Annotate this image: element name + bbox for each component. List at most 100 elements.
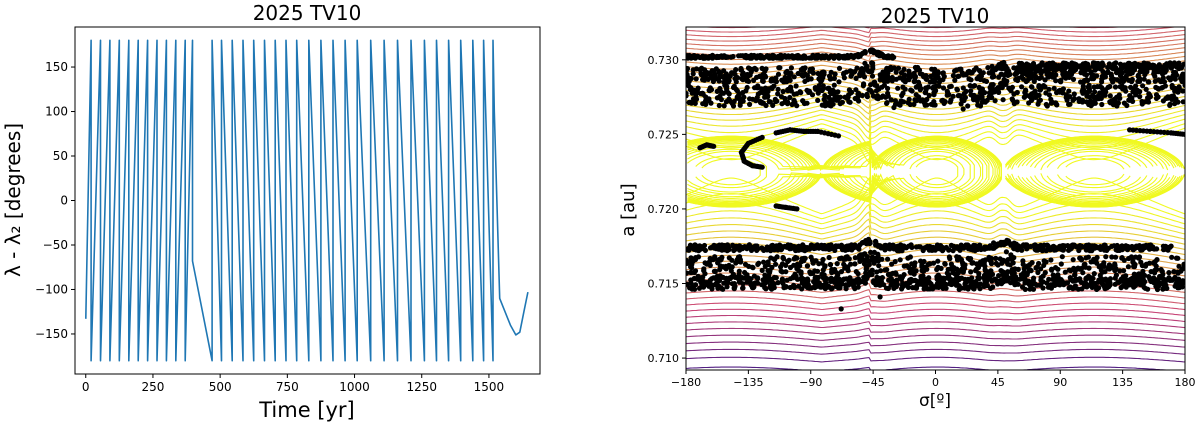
trajectory-point <box>1091 243 1097 249</box>
trajectory-point <box>1039 246 1045 252</box>
trajectory-point <box>990 71 996 77</box>
trajectory-point <box>1125 264 1131 270</box>
trajectory-point <box>1072 272 1078 278</box>
contour-line <box>686 100 1185 121</box>
trajectory-point <box>841 276 847 282</box>
trajectory-point <box>948 83 954 89</box>
x-tick-label: 1250 <box>406 380 437 394</box>
trajectory-point <box>1176 84 1182 90</box>
trajectory-point <box>1141 76 1147 82</box>
trajectory-point <box>1023 264 1030 270</box>
y-tick-label: 0.725 <box>648 128 680 141</box>
trajectory-point <box>726 96 732 102</box>
trajectory-point <box>707 255 713 262</box>
trajectory-point <box>1112 275 1118 281</box>
contour-line <box>686 314 1185 323</box>
trajectory-point <box>1003 249 1010 255</box>
trajectory-point <box>1055 272 1061 278</box>
trajectory-point <box>1067 62 1073 68</box>
trajectory-point <box>1133 254 1139 260</box>
trajectory-point <box>1176 65 1182 72</box>
contour-line <box>686 177 1185 215</box>
trajectory-point <box>1109 243 1115 249</box>
trajectory-point <box>1152 267 1158 273</box>
trajectory-point <box>940 85 947 91</box>
contour-line <box>686 356 1185 363</box>
trajectory-point <box>808 285 814 291</box>
contour-line <box>687 136 1181 207</box>
trajectory-point <box>898 275 905 281</box>
trajectory-point <box>687 285 693 291</box>
chart-left-title: 2025 TV10 <box>253 1 362 25</box>
trajectory-point <box>1084 245 1090 251</box>
contour-line <box>686 34 1185 43</box>
trajectory-point <box>1099 101 1105 108</box>
trajectory-point <box>998 81 1004 87</box>
trajectory-point <box>1169 277 1175 283</box>
trajectory-point <box>1067 243 1073 249</box>
trajectory-point <box>982 90 988 96</box>
contour-line <box>686 348 1185 355</box>
trajectory-point <box>724 284 730 290</box>
y-tick-label: 0 <box>60 194 68 208</box>
chart-left-y-label: λ - λ₂ [degrees] <box>1 123 25 277</box>
trajectory-point <box>984 97 990 103</box>
trajectory-point <box>732 76 738 82</box>
trajectory-point <box>731 281 738 287</box>
trajectory-point <box>1112 84 1119 90</box>
trajectory-point <box>1107 282 1113 288</box>
trajectory-point <box>1101 247 1108 253</box>
chart-right-x-label: σ[º] <box>919 391 951 411</box>
trajectory-point <box>1000 97 1006 103</box>
contour-line <box>686 225 1185 245</box>
trajectory-point <box>783 284 789 290</box>
trajectory-point <box>1020 276 1026 282</box>
trajectory-point <box>872 79 878 85</box>
trajectory-point <box>1175 255 1181 261</box>
trajectory-point <box>1153 263 1159 269</box>
trajectory-point <box>920 281 926 288</box>
trajectory-point <box>790 275 797 281</box>
trajectory-point <box>1162 285 1169 291</box>
trajectory-point <box>754 94 760 101</box>
trajectory-point <box>798 269 804 275</box>
trajectory-point <box>927 280 933 286</box>
trajectory-point <box>781 256 787 262</box>
trajectory-point <box>1123 281 1129 287</box>
trajectory-point <box>1159 268 1165 275</box>
contour-line <box>686 341 1185 348</box>
trajectory-point <box>1060 247 1066 253</box>
trajectory-point <box>1109 254 1115 260</box>
trajectory-point <box>987 245 993 251</box>
trajectory-point <box>775 280 781 286</box>
trajectory-point <box>1024 62 1030 68</box>
trajectory-point <box>933 283 939 289</box>
trajectory-point <box>758 100 764 106</box>
contour-line <box>686 334 1185 341</box>
trajectory-point <box>862 280 868 286</box>
contour-line <box>686 289 1185 299</box>
contour-line <box>686 109 1185 134</box>
trajectory-point <box>1060 90 1066 96</box>
trajectory-point <box>711 143 717 149</box>
trajectory-point <box>822 282 829 288</box>
trajectory-point <box>893 76 899 82</box>
trajectory-point <box>974 261 980 267</box>
trajectory-point <box>862 257 868 263</box>
contour-line <box>686 113 1185 140</box>
trajectory-point <box>1089 284 1095 290</box>
trajectory-point <box>1137 94 1143 100</box>
contour-line <box>687 136 1183 208</box>
trajectory-point <box>915 83 921 89</box>
trajectory-point <box>1175 89 1181 95</box>
trajectory-point <box>841 245 848 252</box>
trajectory-point <box>801 67 807 73</box>
trajectory-point <box>878 74 884 80</box>
trajectory-point <box>1027 92 1033 99</box>
trajectory-point <box>714 88 720 94</box>
trajectory-point <box>1078 79 1084 85</box>
trajectory-point <box>739 275 745 281</box>
trajectory-point <box>1099 76 1105 82</box>
trajectory-point <box>913 244 920 250</box>
trajectory-point <box>720 90 727 96</box>
